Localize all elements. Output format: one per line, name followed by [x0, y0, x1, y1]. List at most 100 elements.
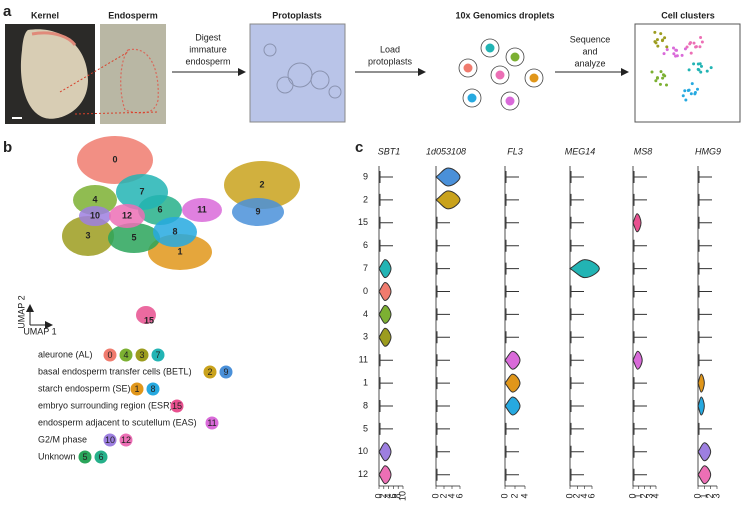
violin	[436, 216, 450, 229]
legend-cluster: 9	[223, 367, 228, 377]
cluster-dot	[698, 45, 702, 49]
violin	[633, 308, 647, 321]
gene-label: MEG14	[565, 146, 596, 156]
umap-cluster-label: 12	[122, 210, 132, 220]
cluster-dot	[699, 64, 703, 68]
tick-label: 0	[627, 493, 637, 498]
cluster-dot	[689, 51, 693, 55]
cluster-dot	[709, 66, 713, 70]
violin	[633, 331, 647, 344]
cluster-dot	[693, 92, 697, 96]
protoplast	[310, 70, 330, 90]
violin	[379, 216, 393, 229]
legend-cluster: 12	[121, 435, 131, 445]
umap-axis-label: UMAP 2	[16, 295, 26, 328]
tick-label: 2	[639, 493, 649, 498]
umap-cluster	[108, 223, 160, 253]
scale-bar	[12, 117, 22, 119]
tick-label: 0	[564, 493, 574, 498]
tick-label: 6	[586, 493, 596, 498]
step-label: immature	[189, 44, 227, 54]
violin	[570, 422, 584, 435]
cluster-dot	[661, 76, 665, 80]
violin	[570, 400, 584, 412]
cluster-dot	[664, 83, 668, 87]
cluster-dot	[662, 52, 666, 56]
cluster-dot	[684, 98, 688, 102]
violin	[698, 285, 712, 298]
umap-cluster-label: 9	[255, 206, 260, 216]
violin	[436, 354, 450, 367]
panel-label: b	[3, 139, 12, 156]
violin	[633, 193, 647, 206]
tick-label: 4	[383, 493, 393, 498]
violin	[698, 354, 712, 367]
umap-cluster-label: 6	[157, 204, 162, 214]
row-label: 10	[358, 446, 368, 456]
violin	[570, 331, 584, 344]
legend-swatch	[219, 365, 233, 379]
gene-label: 1d053108	[426, 146, 466, 156]
legend-swatch	[78, 450, 92, 464]
tick-label: 0	[692, 493, 702, 498]
legend-swatch	[151, 348, 165, 362]
cluster-dot	[663, 74, 667, 78]
violin	[379, 239, 393, 252]
protoplasts-image	[249, 23, 346, 123]
droplet-cell	[529, 73, 539, 83]
violin	[379, 400, 393, 412]
violin	[570, 216, 584, 229]
violin	[436, 239, 450, 252]
violin	[633, 468, 647, 481]
droplet-cell	[510, 52, 520, 62]
violin	[505, 445, 519, 458]
umap-cluster-label: 3	[85, 230, 90, 240]
legend-cluster: 6	[98, 452, 103, 462]
kernel-tip	[31, 31, 77, 46]
row-label: 6	[363, 240, 368, 250]
row-label: 11	[359, 355, 368, 365]
legend-swatch	[170, 399, 184, 413]
tick-label: 4	[579, 493, 589, 498]
violin	[698, 262, 712, 275]
tick-label: 4	[446, 493, 456, 498]
cluster-dot	[699, 36, 703, 40]
violin	[435, 167, 461, 187]
legend-label: basal endosperm transfer cells (BETL)	[38, 366, 192, 376]
row-label: 0	[363, 286, 368, 296]
violin	[698, 308, 712, 321]
violin	[505, 331, 519, 344]
tick-label: 6	[454, 493, 464, 498]
zoom-line	[59, 51, 129, 93]
droplet-cell	[467, 93, 477, 103]
protoplast	[328, 85, 342, 99]
gene-label: MS8	[634, 146, 653, 156]
umap-cluster-label: 5	[131, 232, 136, 242]
umap-cluster	[77, 136, 153, 184]
umap-cluster-label: 10	[90, 210, 100, 220]
violin	[505, 308, 519, 321]
tick-label: 3	[711, 493, 721, 498]
umap-cluster	[182, 198, 222, 222]
legend-label: starch endosperm (SE)	[38, 383, 131, 393]
step-label: protoplasts	[368, 56, 413, 66]
umap-cluster	[232, 198, 284, 226]
violin	[504, 350, 521, 370]
cell-clusters-box	[634, 23, 741, 123]
cluster-dot	[699, 70, 703, 74]
violin	[698, 331, 712, 344]
step-title: 10x Genomics droplets	[455, 10, 554, 20]
umap-cluster-label: 7	[139, 186, 144, 196]
umap-cluster-label: 1	[177, 246, 182, 256]
cluster-dot	[696, 67, 700, 71]
umap-cluster	[136, 306, 156, 324]
legend-swatch	[130, 382, 144, 396]
protoplast	[263, 43, 277, 57]
violin	[633, 171, 647, 183]
violin	[436, 445, 450, 458]
tick-label: 0	[499, 493, 509, 498]
umap-cluster	[62, 216, 114, 256]
row-label: 9	[363, 171, 368, 181]
tick-label: 10	[397, 491, 407, 501]
umap-axis-label: UMAP 1	[23, 326, 56, 336]
